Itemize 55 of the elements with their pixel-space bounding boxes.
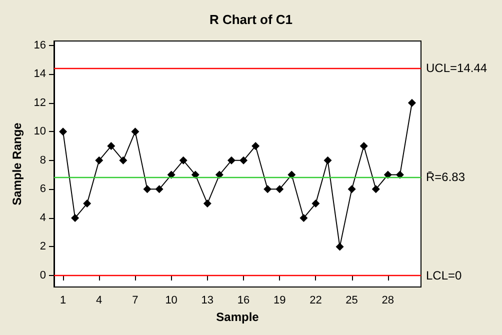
point <box>276 185 284 194</box>
x-tick-label: 16 <box>237 294 250 306</box>
x-tick-label: 1 <box>60 294 66 306</box>
point <box>396 170 404 179</box>
x-tick-label: 13 <box>201 294 214 306</box>
point <box>312 200 320 208</box>
y-tick-label: 14 <box>34 68 46 80</box>
point <box>215 170 224 179</box>
point <box>95 156 104 164</box>
point <box>83 200 92 208</box>
point <box>59 128 68 136</box>
point <box>143 185 152 194</box>
y-axis-title: Sample Range <box>10 122 24 206</box>
y-tick-label: 6 <box>40 183 46 196</box>
ref-line-label: LCL=0 <box>426 268 462 282</box>
point <box>336 242 344 251</box>
point <box>227 156 236 164</box>
point <box>203 200 212 208</box>
point <box>179 156 188 164</box>
x-axis-title: Sample <box>216 310 260 324</box>
x-tick-label: 25 <box>346 294 358 306</box>
y-tick-label: 0 <box>40 269 46 282</box>
x-tick-label: 22 <box>310 294 322 306</box>
point <box>360 142 368 150</box>
point <box>324 156 332 164</box>
point <box>71 214 80 222</box>
x-tick-label: 28 <box>382 294 394 306</box>
point <box>191 170 200 179</box>
point <box>408 98 416 107</box>
point <box>372 185 380 194</box>
point <box>131 128 140 136</box>
point <box>348 185 356 194</box>
point <box>288 170 296 179</box>
x-tick-label: 19 <box>273 294 286 306</box>
x-tick-label: 4 <box>96 294 102 306</box>
point <box>384 170 392 179</box>
ref-line-label: R̄=6.83 <box>426 170 466 184</box>
point <box>300 214 308 222</box>
y-tick-label: 16 <box>34 39 46 52</box>
chart-title: R Chart of C1 <box>209 12 293 27</box>
y-tick-label: 2 <box>40 240 46 253</box>
y-tick-label: 12 <box>34 96 46 109</box>
point <box>240 156 248 164</box>
point <box>264 185 272 194</box>
y-tick-label: 8 <box>40 154 46 166</box>
x-tick-label: 10 <box>165 294 178 306</box>
point <box>119 156 128 164</box>
x-tick-label: 7 <box>132 294 138 306</box>
point <box>107 142 116 150</box>
ref-line-label: UCL=14.44 <box>426 60 488 75</box>
point <box>167 170 176 179</box>
y-tick-label: 10 <box>34 126 46 138</box>
point <box>252 142 260 150</box>
point <box>155 185 164 194</box>
y-tick-label: 4 <box>40 212 46 224</box>
